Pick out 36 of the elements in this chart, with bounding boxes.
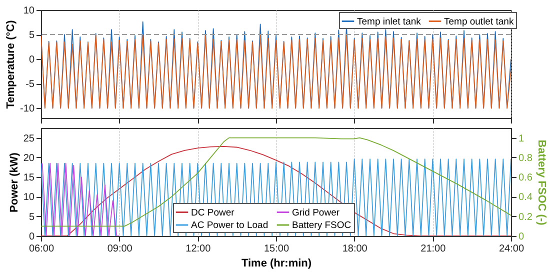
y-tick-label: 5 [28, 30, 35, 42]
legend-label: AC Power to Load [191, 220, 268, 231]
x-tick-label: 15:00 [264, 244, 290, 254]
legend-label: Temp inlet tank [357, 16, 422, 28]
legend-label: Grid Power [292, 207, 340, 218]
y2-tick-label: 0.8 [518, 152, 533, 164]
x-tick-label: 06:00 [28, 244, 54, 254]
legend-label: Temp outlet tank [444, 16, 514, 28]
y-axis-title: Temperature (°C) [5, 20, 18, 109]
y-tick-label: -10 [20, 104, 35, 115]
x-tick-label: 09:00 [107, 244, 133, 254]
line-series [42, 162, 120, 236]
y-tick-label: -5 [26, 79, 35, 90]
x-tick-label: 12:00 [186, 244, 212, 254]
y2-axis-title: Battery FSOC (-) [535, 140, 548, 226]
y-axis-title: Power (kW) [8, 152, 20, 212]
y2-tick-label: 0.4 [518, 192, 533, 204]
x-tick-label: 18:00 [342, 244, 368, 254]
y-tick-label: 10 [23, 6, 35, 16]
y-tick-label: 25 [23, 133, 35, 144]
line-series [41, 34, 511, 109]
y-tick-label: 20 [23, 152, 35, 164]
x-tick-label: 24:00 [498, 244, 524, 254]
legend-label: Battery FSOC [292, 220, 352, 231]
x-tick-label: 21:00 [420, 244, 446, 254]
y-tick-label: 0 [28, 54, 35, 66]
y2-tick-label: 1 [518, 133, 524, 144]
x-axis-title: Time (hr:min) [241, 258, 312, 270]
y2-tick-label: 0.2 [518, 212, 533, 223]
y2-tick-label: 0.6 [518, 172, 533, 184]
y-tick-label: 15 [23, 172, 35, 184]
y-tick-label: 5 [28, 212, 35, 223]
legend-label: DC Power [191, 207, 234, 218]
y2-tick-label: 0 [518, 232, 524, 242]
y-tick-label: 0 [28, 232, 35, 242]
y-tick-label: 10 [23, 192, 35, 204]
